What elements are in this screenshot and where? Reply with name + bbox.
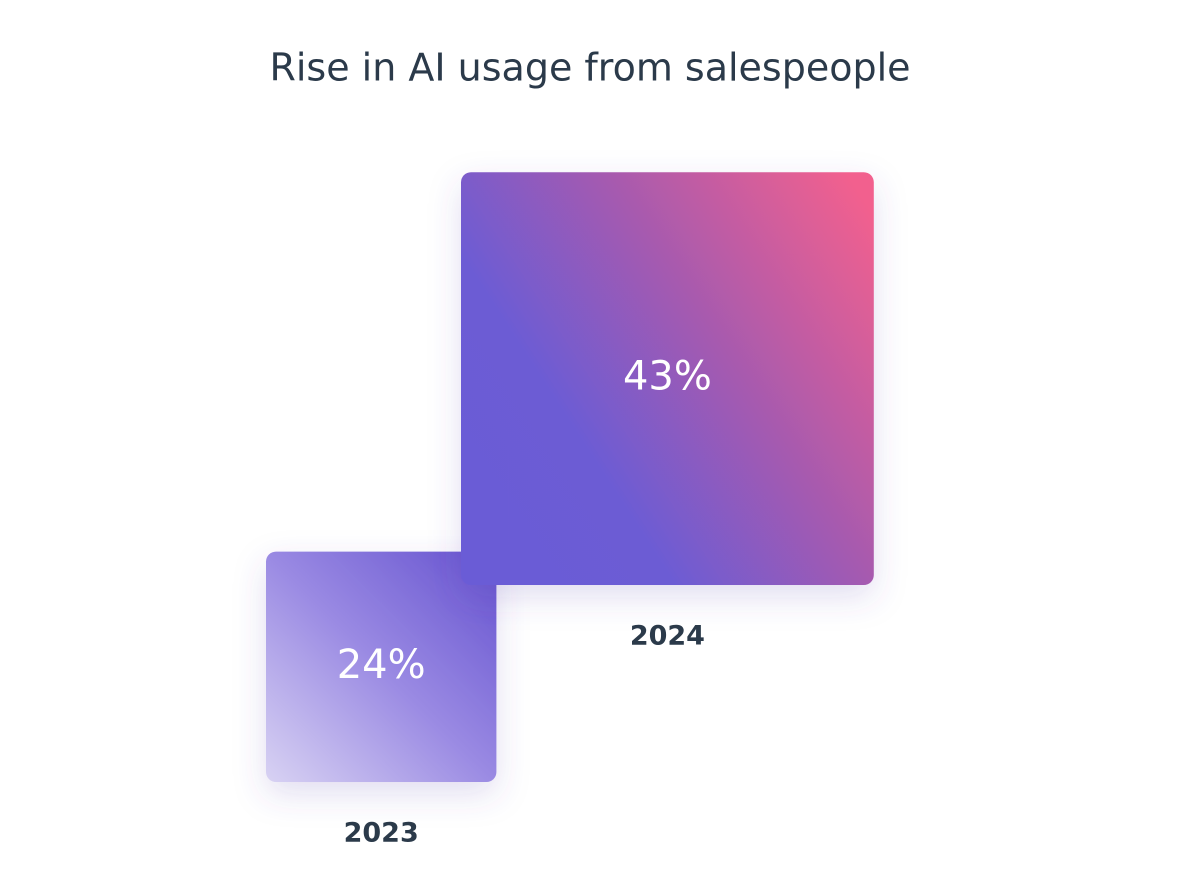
category-label: 2024 (630, 621, 705, 652)
square (266, 551, 497, 782)
chart-title: Rise in AI usage from salespeople (269, 46, 910, 90)
value-label: 24% (337, 642, 426, 688)
category-label: 2023 (344, 818, 419, 849)
square (461, 172, 874, 585)
value-label: 43% (623, 354, 712, 400)
